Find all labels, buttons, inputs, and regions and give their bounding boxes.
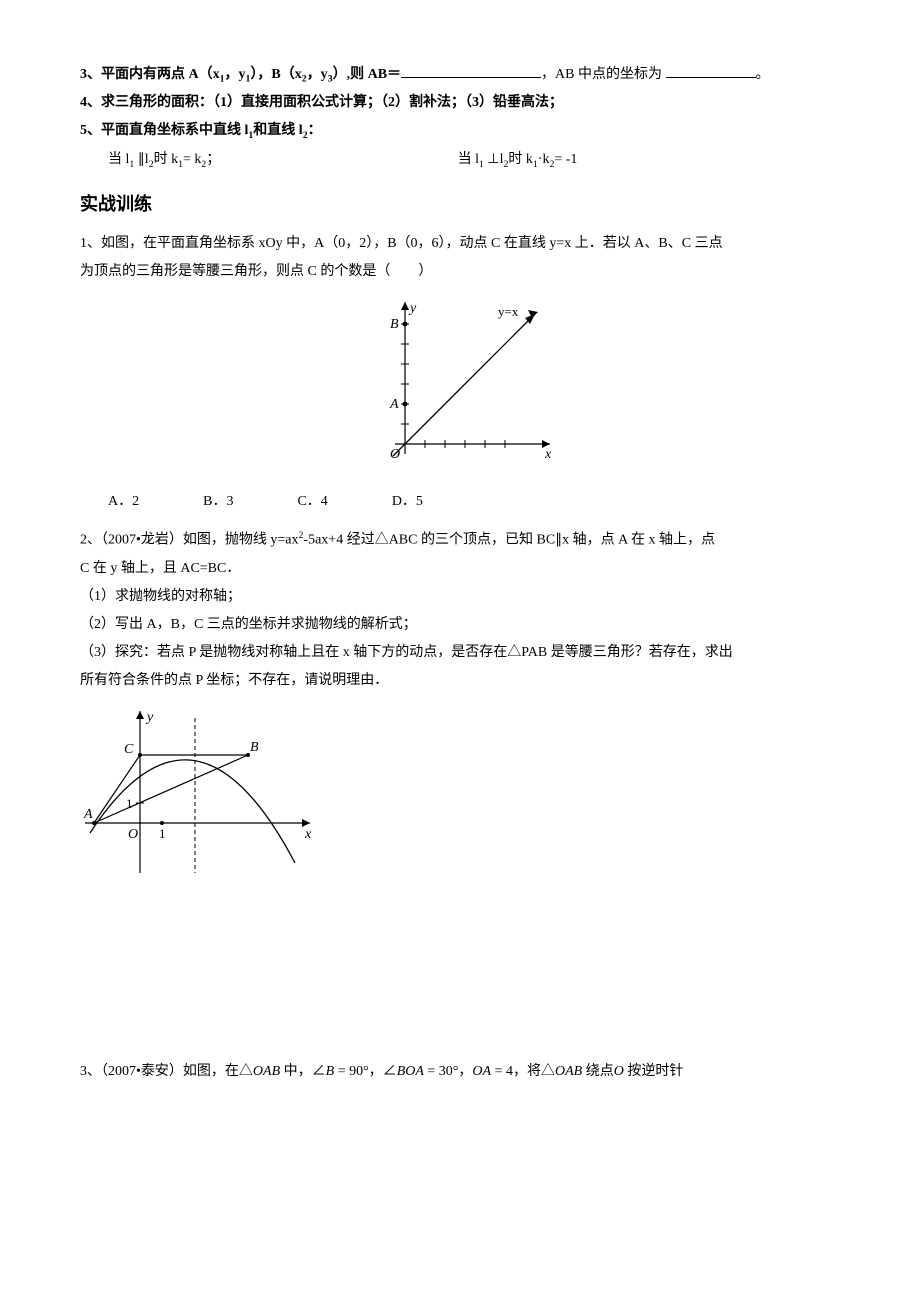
y-axis-label: y — [145, 710, 154, 725]
theory-item-3: 3、平面内有两点 A（x1，y1），B（x2，y3）,则 AB＝，AB 中点的坐… — [80, 60, 840, 89]
q2-sub3-l2: 所有符合条件的点 P 坐标；不存在，请说明理由． — [80, 667, 840, 695]
theory-item-4: 4、求三角形的面积：（1）直接用面积公式计算；（2）割补法；（3）铅垂高法； — [80, 89, 840, 117]
perpendicular-case: 当 l1 ⊥l2时 k1·k2= -1 — [430, 146, 840, 174]
point-c-label: C — [124, 742, 134, 757]
text: 。 — [756, 67, 770, 82]
origin-label: O — [128, 827, 138, 842]
parallel-case: 当 l1 ∥l2时 k1= k2； — [80, 146, 430, 174]
y-axis-label: y — [408, 301, 417, 316]
q2-figure: y x O A B C 1 1 — [80, 703, 840, 894]
practice-title: 实战训练 — [80, 186, 840, 222]
text: 3、平面内有两点 A（x — [80, 67, 220, 82]
text: ，y — [225, 67, 246, 82]
text: 5、平面直角坐标系中直线 l — [80, 123, 248, 138]
q2-sub3-l1: （3）探究：若点 P 是抛物线对称轴上且在 x 轴下方的动点，是否存在△PAB … — [80, 639, 840, 667]
q1-line1: 1、如图，在平面直角坐标系 xOy 中，A（0，2），B（0，6），动点 C 在… — [80, 230, 840, 258]
theory-item-5-cases: 当 l1 ∥l2时 k1= k2； 当 l1 ⊥l2时 k1·k2= -1 — [80, 146, 840, 174]
q2-line1: 2、（2007•龙岩）如图，抛物线 y=ax2-5ax+4 经过△ABC 的三个… — [80, 526, 840, 555]
text: ： — [308, 123, 322, 138]
theory-item-5: 5、平面直角坐标系中直线 l1和直线 l2： — [80, 117, 840, 145]
point-a-label: A — [83, 807, 93, 822]
blank-ab-length — [401, 60, 541, 78]
q1-choices: A．2 B．3 C．4 D．5 — [80, 488, 840, 516]
text: 和直线 l — [253, 123, 302, 138]
text: ）,则 AB＝ — [333, 67, 401, 82]
text: ，y — [307, 67, 328, 82]
q1-figure: y x O A B y=x — [80, 294, 840, 480]
ytick-1: 1 — [126, 796, 133, 811]
point-b-label: B — [250, 740, 259, 755]
q2-sub1: （1）求抛物线的对称轴； — [80, 583, 840, 611]
text: ，AB 中点的坐标为 — [541, 67, 662, 82]
x-axis-label: x — [544, 447, 552, 462]
choice-a: A．2 — [108, 488, 139, 516]
line-label: y=x — [498, 304, 519, 319]
q3-line1: 3、（2007•泰安）如图，在△OAB 中，∠B = 90°，∠BOA = 30… — [80, 1058, 840, 1086]
x-axis-label: x — [304, 827, 312, 842]
origin-label: O — [390, 447, 400, 462]
q2-line2: C 在 y 轴上，且 AC=BC． — [80, 555, 840, 583]
q1-line2: 为顶点的三角形是等腰三角形，则点 C 的个数是（ ） — [80, 258, 840, 286]
point-a-label: A — [389, 397, 399, 412]
q2-sub2: （2）写出 A，B，C 三点的坐标并求抛物线的解析式； — [80, 611, 840, 639]
choice-b: B．3 — [203, 488, 233, 516]
choice-d: D．5 — [392, 488, 423, 516]
choice-c: C．4 — [297, 488, 327, 516]
xtick-1: 1 — [159, 826, 166, 841]
point-b-label: B — [390, 317, 399, 332]
blank-midpoint — [666, 60, 756, 78]
text: ），B（x — [250, 67, 301, 82]
